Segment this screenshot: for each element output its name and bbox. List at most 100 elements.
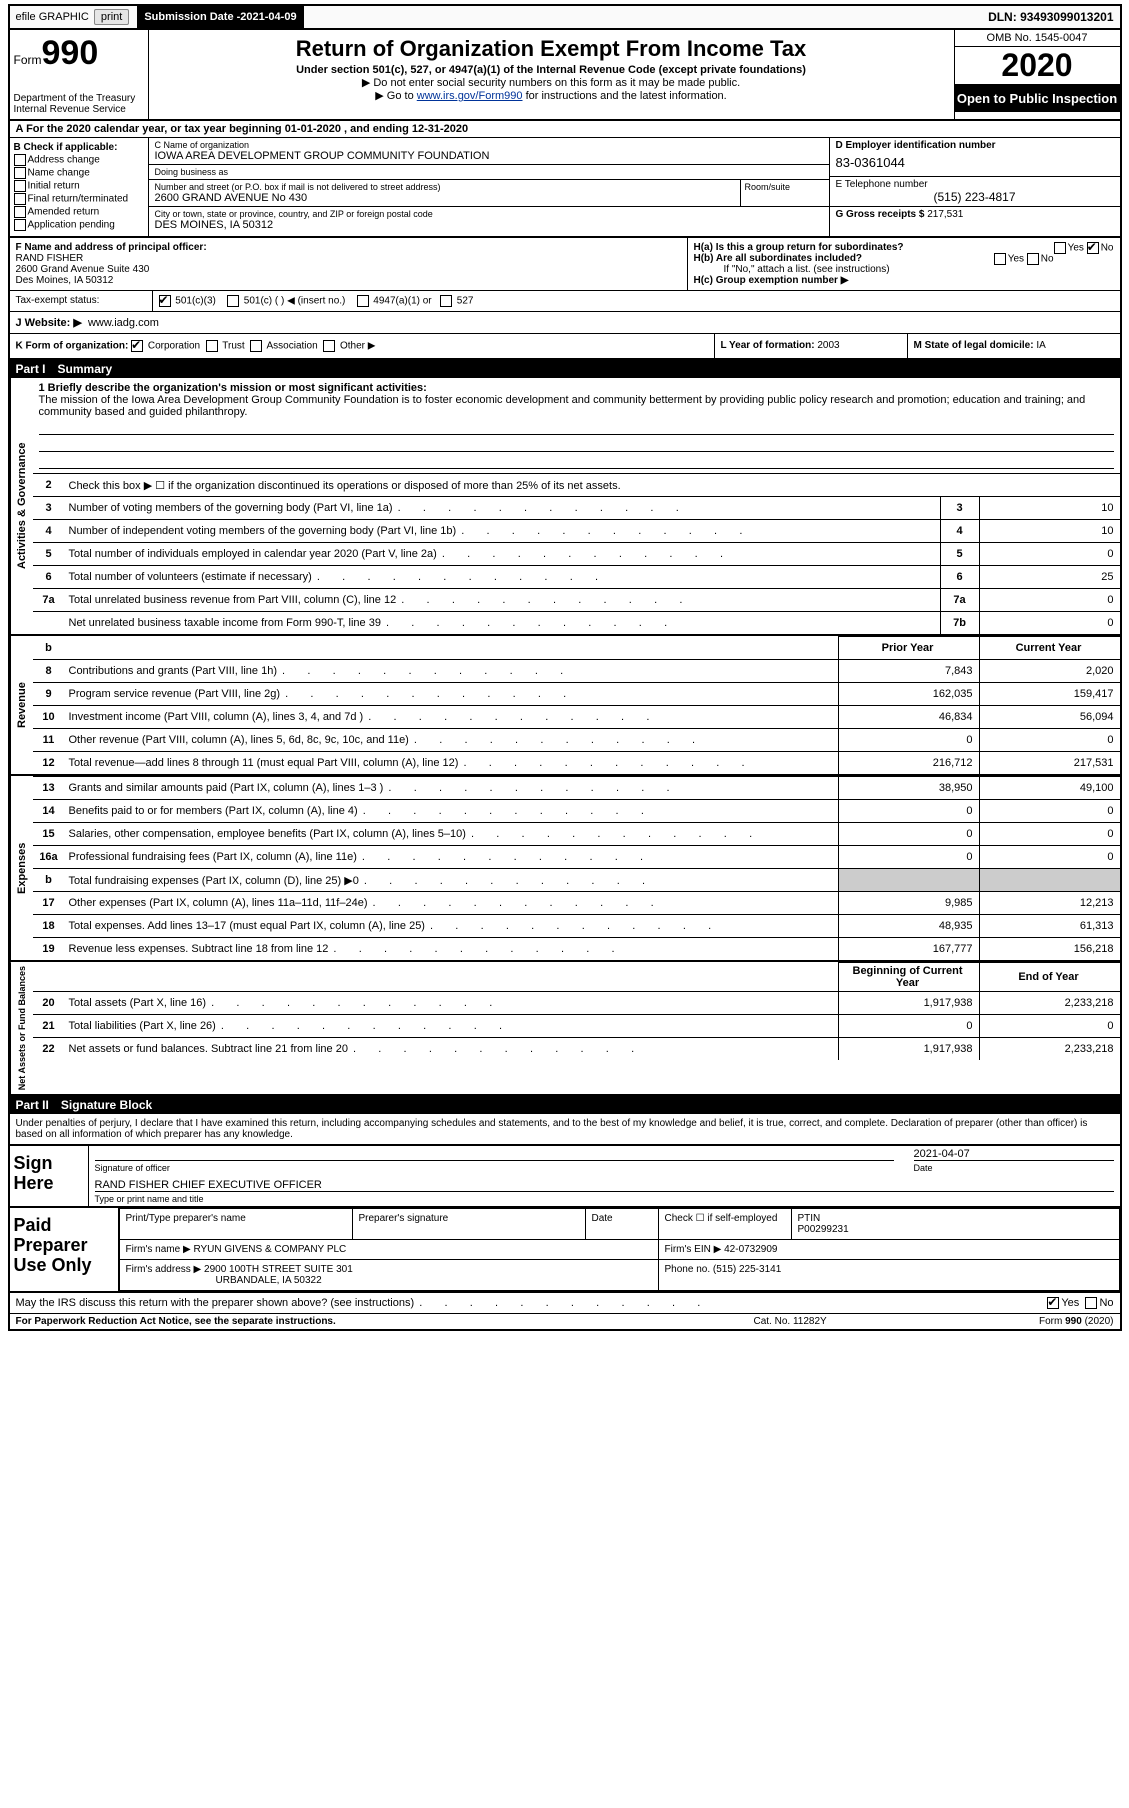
line-num: 3	[33, 497, 65, 520]
k-corp: Corporation	[148, 341, 200, 352]
527-check[interactable]	[440, 295, 452, 307]
line-num: 19	[33, 938, 65, 961]
line-box: 4	[940, 520, 979, 543]
l-value: 2003	[817, 340, 839, 351]
gov-table: 2Check this box ▶ ☐ if the organization …	[33, 473, 1120, 634]
rev-section: Revenue b Prior Year Current Year 8 Cont…	[10, 636, 1120, 776]
discuss-yes-check[interactable]	[1047, 1297, 1059, 1309]
opt-pending: Application pending	[28, 220, 115, 231]
ein-value: 83-0361044	[836, 151, 1114, 174]
discuss-row: May the IRS discuss this return with the…	[10, 1293, 1120, 1314]
sign-name-label: Type or print name and title	[95, 1194, 1114, 1204]
final-check[interactable]: Final return/terminated	[14, 193, 144, 205]
open-to-inspection: Open to Public Inspection	[955, 85, 1120, 112]
i-4947: 4947(a)(1) or	[373, 296, 431, 307]
line-num: 21	[33, 1015, 65, 1038]
section-i: Tax-exempt status: 501(c)(3) 501(c) ( ) …	[10, 291, 1120, 312]
ha-label: H(a) Is this a group return for subordin…	[694, 242, 904, 253]
addr-value: 2600 GRAND AVENUE No 430	[155, 192, 734, 204]
prior-val: 216,712	[838, 752, 979, 775]
other-check[interactable]	[323, 340, 335, 352]
section-l: L Year of formation: 2003	[714, 334, 907, 358]
org-name-cell: C Name of organization IOWA AREA DEVELOP…	[149, 138, 829, 165]
prior-val: 9,985	[838, 892, 979, 915]
name-change-check[interactable]: Name change	[14, 167, 144, 179]
dln-label: DLN:	[988, 10, 1020, 24]
dln: DLN: 93493099013201	[982, 8, 1119, 26]
discuss-no-check[interactable]	[1085, 1297, 1097, 1309]
ptin-cell: PTINP00299231	[791, 1209, 1119, 1240]
section-c: C Name of organization IOWA AREA DEVELOP…	[149, 138, 830, 236]
section-j: J Website: ▶ www.iadg.com	[10, 312, 1120, 334]
amended-check[interactable]: Amended return	[14, 206, 144, 218]
corp-check[interactable]	[131, 340, 143, 352]
discuss-question: May the IRS discuss this return with the…	[16, 1297, 1048, 1309]
assoc-check[interactable]	[250, 340, 262, 352]
m-label: M State of legal domicile:	[914, 340, 1037, 351]
line-desc: Total unrelated business revenue from Pa…	[65, 589, 941, 612]
sub-date: 2021-04-09	[240, 11, 296, 23]
section-k: K Form of organization: Corporation Trus…	[10, 334, 714, 358]
dba-label: Doing business as	[155, 167, 823, 177]
line-desc: Total revenue—add lines 8 through 11 (mu…	[65, 752, 839, 775]
line-num: 12	[33, 752, 65, 775]
opt-addr: Address change	[28, 155, 100, 166]
j-label: J Website: ▶	[16, 317, 82, 329]
curr-val: 56,094	[979, 706, 1120, 729]
prior-val: 0	[838, 729, 979, 752]
prior-val: 38,950	[838, 777, 979, 800]
initial-check[interactable]: Initial return	[14, 180, 144, 192]
h-b: H(b) Are all subordinates included? Yes …	[694, 253, 1114, 264]
mission-label: 1 Briefly describe the organization's mi…	[39, 382, 427, 394]
line-desc: Total number of volunteers (estimate if …	[65, 566, 941, 589]
gov-section: Activities & Governance 1 Briefly descri…	[10, 378, 1120, 636]
line-num: 6	[33, 566, 65, 589]
curr-val: 0	[979, 823, 1120, 846]
501c-check[interactable]	[227, 295, 239, 307]
line-desc: Total number of individuals employed in …	[65, 543, 941, 566]
curr-hdr: Current Year	[979, 637, 1120, 660]
section-m: M State of legal domicile: IA	[907, 334, 1120, 358]
l-label: L Year of formation:	[721, 340, 818, 351]
curr-val: 0	[979, 800, 1120, 823]
line-num: 15	[33, 823, 65, 846]
f-h-row: F Name and address of principal officer:…	[10, 238, 1120, 291]
4947-check[interactable]	[357, 295, 369, 307]
subtitle-3: ▶ Go to www.irs.gov/Form990 for instruct…	[157, 89, 946, 102]
prior-val: 0	[838, 823, 979, 846]
form990-link[interactable]: www.irs.gov/Form990	[417, 90, 523, 102]
footer: For Paperwork Reduction Act Notice, see …	[10, 1314, 1120, 1329]
501c3-check[interactable]	[159, 295, 171, 307]
i-527: 527	[457, 296, 474, 307]
hb-note: If "No," attach a list. (see instruction…	[694, 264, 1114, 275]
line-val: 0	[979, 589, 1120, 612]
print-button[interactable]: print	[94, 9, 129, 25]
f-name: RAND FISHER	[16, 253, 84, 264]
line-num: 5	[33, 543, 65, 566]
city-cell: City or town, state or province, country…	[149, 207, 829, 233]
line-num: 16a	[33, 846, 65, 869]
prior-val: 0	[838, 800, 979, 823]
curr-val: 12,213	[979, 892, 1120, 915]
sign-date: 2021-04-07	[914, 1148, 1114, 1161]
subtitle-2: ▶ Do not enter social security numbers o…	[157, 76, 946, 89]
i-501c3: 501(c)(3)	[175, 296, 216, 307]
line-num: 10	[33, 706, 65, 729]
k-label: K Form of organization:	[16, 341, 129, 352]
pending-check[interactable]: Application pending	[14, 219, 144, 231]
prior-val: 0	[838, 1015, 979, 1038]
prior-val: 167,777	[838, 938, 979, 961]
firm-addr-label: Firm's address ▶	[126, 1264, 205, 1275]
opt-name: Name change	[28, 168, 90, 179]
efile-label: efile GRAPHIC print	[10, 6, 139, 28]
trust-check[interactable]	[206, 340, 218, 352]
prior-val: 1,917,938	[838, 992, 979, 1015]
opt-final: Final return/terminated	[28, 194, 129, 205]
line-desc: Salaries, other compensation, employee b…	[65, 823, 839, 846]
net-tab: Net Assets or Fund Balances	[10, 962, 33, 1094]
addr-change-check[interactable]: Address change	[14, 154, 144, 166]
dept-label: Department of the Treasury Internal Reve…	[14, 93, 144, 115]
ptin-label: PTIN	[798, 1213, 821, 1224]
city-label: City or town, state or province, country…	[155, 209, 823, 219]
part-i-header: Part I Summary	[10, 360, 1120, 378]
